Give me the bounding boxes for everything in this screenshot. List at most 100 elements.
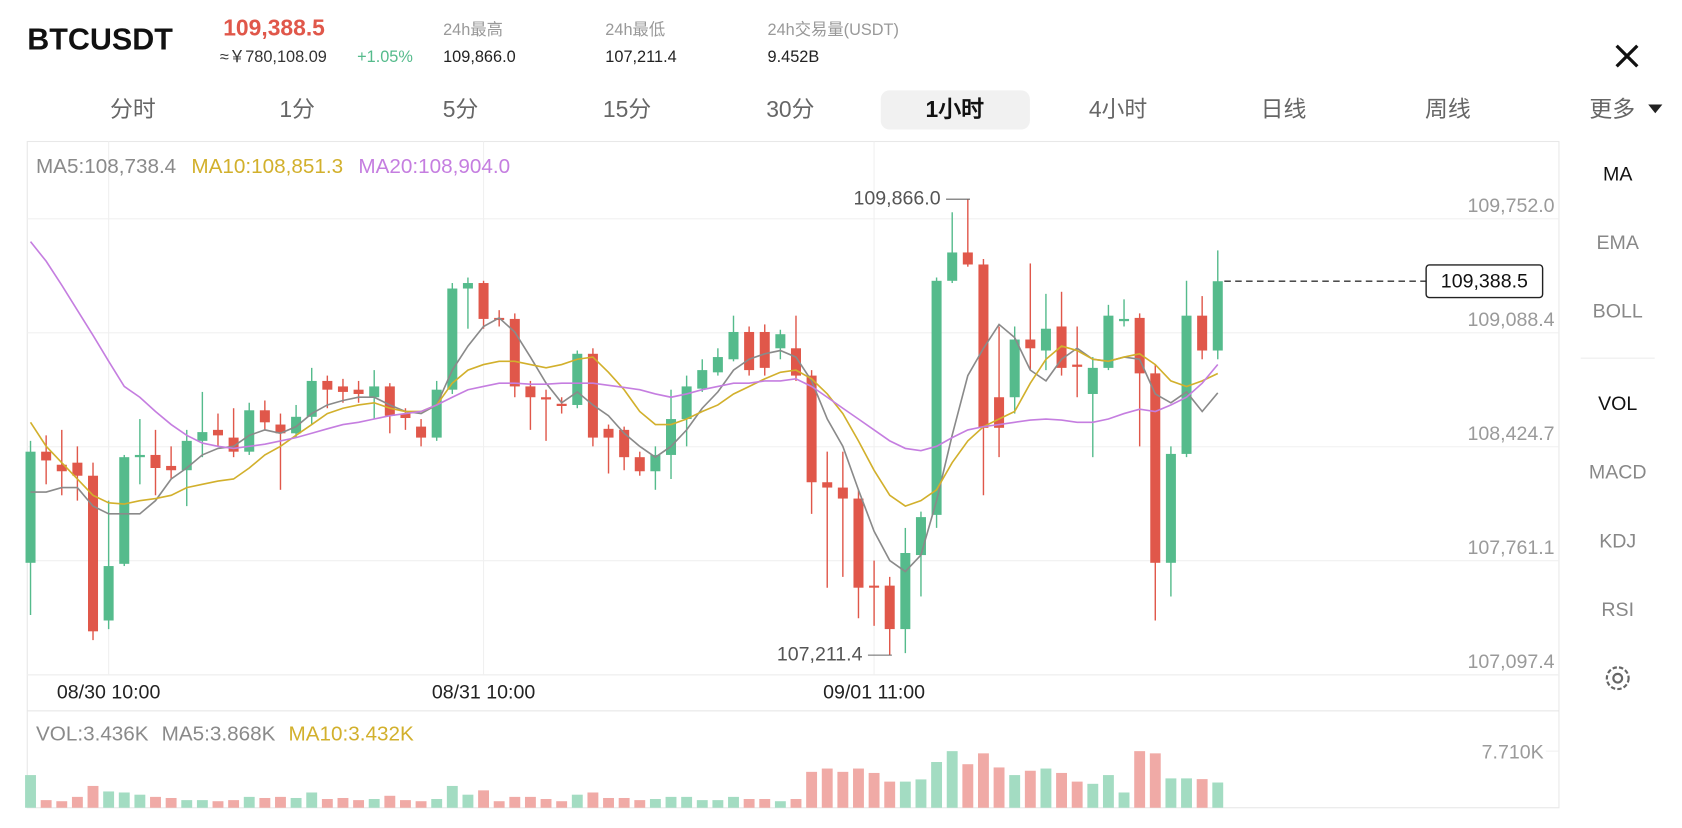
- tab[interactable]: 15分: [603, 96, 651, 122]
- candle-body: [1119, 318, 1130, 322]
- candle-body: [1212, 281, 1223, 351]
- candle-body: [931, 280, 942, 515]
- volume-bar: [87, 785, 99, 808]
- settings-button[interactable]: [1605, 666, 1630, 691]
- indicator-option[interactable]: VOL: [1598, 393, 1637, 415]
- candle-body: [822, 482, 833, 488]
- legend-entry: MA10:108,851.3: [191, 155, 343, 178]
- volume-bar: [1009, 775, 1021, 808]
- volume-bar: [540, 799, 552, 808]
- legend-entry: MA5:3.868K: [162, 722, 276, 745]
- candle-body: [1025, 339, 1036, 349]
- indicator-option[interactable]: MA: [1603, 163, 1633, 185]
- volume-bar: [1165, 778, 1177, 808]
- volume-bar: [493, 801, 505, 808]
- close-button[interactable]: [1615, 44, 1639, 68]
- volume-bar: [478, 790, 489, 808]
- candle-body: [212, 429, 223, 436]
- volume-bar: [134, 794, 146, 808]
- volume-bar: [509, 796, 521, 808]
- volume-bar: [587, 792, 599, 808]
- gear-icon: [1605, 666, 1630, 691]
- tab-label: 日线: [1261, 96, 1307, 122]
- candle-body: [259, 410, 270, 423]
- volume-bar: [571, 794, 583, 808]
- volume-bar: [962, 764, 974, 808]
- tab[interactable]: 1分: [279, 96, 315, 122]
- candle-body: [1197, 315, 1208, 351]
- tab[interactable]: 更多: [1589, 96, 1635, 122]
- candle-body: [447, 288, 458, 390]
- candle-body: [869, 585, 880, 588]
- tab[interactable]: 4小时: [1089, 96, 1147, 122]
- candle-body: [322, 380, 333, 390]
- indicator-option[interactable]: EMA: [1597, 232, 1640, 254]
- indicator-option[interactable]: BOLL: [1593, 301, 1643, 323]
- candle-body: [400, 413, 411, 419]
- candle-body: [900, 553, 911, 630]
- tab[interactable]: 30分: [766, 96, 814, 122]
- candle-body: [666, 419, 677, 455]
- candle-body: [337, 386, 348, 392]
- volume-bar: [1149, 753, 1161, 808]
- volume-bar: [290, 797, 302, 808]
- tab[interactable]: 分时: [110, 96, 156, 122]
- volume-bar: [993, 767, 1005, 808]
- candle-body: [56, 464, 67, 472]
- volume-bar: [946, 751, 958, 808]
- candle-body: [1087, 367, 1098, 394]
- tab-label: 4小时: [1089, 96, 1147, 122]
- indicator-option[interactable]: MACD: [1589, 462, 1647, 484]
- ma-line: [29, 241, 1219, 452]
- y-tick-label: 109,088.4: [1467, 309, 1554, 331]
- candle-body: [697, 370, 708, 389]
- candle-body: [197, 432, 208, 441]
- tab[interactable]: 周线: [1425, 96, 1471, 122]
- volume-bar: [1134, 751, 1146, 808]
- tab[interactable]: 日线: [1261, 96, 1307, 122]
- candle-body: [353, 389, 364, 394]
- volume-bar: [931, 762, 943, 808]
- y-tick-label: 107,761.1: [1467, 537, 1554, 559]
- candle-body: [72, 462, 83, 476]
- candle-body: [1165, 453, 1176, 563]
- tab-label: 5分: [443, 96, 479, 122]
- symbol: BTCUSDT: [27, 22, 173, 56]
- volume-bar: [431, 799, 443, 808]
- tab-label: 30分: [766, 96, 814, 122]
- candle-body: [166, 465, 177, 471]
- volume-bar: [665, 796, 677, 808]
- x-tick-label: 08/31 10:00: [432, 682, 536, 704]
- volume-bar: [56, 801, 68, 808]
- price-tag: [1425, 264, 1544, 299]
- candle-body: [603, 428, 614, 438]
- candle-body: [291, 416, 302, 434]
- y-tick-label: 108,424.7: [1467, 423, 1554, 445]
- candle-body: [150, 454, 161, 468]
- candle-body: [134, 454, 145, 458]
- volume-bar: [712, 800, 724, 808]
- tab[interactable]: 5分: [443, 96, 479, 122]
- candle-body: [884, 585, 895, 630]
- tab[interactable]: 1小时: [880, 90, 1030, 130]
- candle-body: [462, 283, 473, 289]
- candle-body: [306, 380, 317, 417]
- volume-bar: [899, 781, 911, 808]
- candle-body: [525, 386, 536, 398]
- legend-entry: VOL:3.436K: [36, 722, 149, 745]
- volume-bar: [978, 753, 989, 808]
- candle-body: [572, 353, 583, 405]
- volume-bar: [696, 800, 708, 808]
- tab-label: 1小时: [926, 96, 985, 122]
- volume-bar: [1056, 772, 1067, 808]
- volume-bar: [400, 800, 411, 808]
- candle-body: [1009, 339, 1020, 398]
- candle-body: [541, 397, 552, 400]
- candle-body: [775, 334, 786, 349]
- last-price: 109,388.5: [223, 14, 325, 40]
- indicator-option[interactable]: KDJ: [1599, 530, 1636, 552]
- candle-body: [978, 264, 989, 428]
- volume-bar: [821, 768, 833, 808]
- indicator-option[interactable]: RSI: [1601, 599, 1634, 621]
